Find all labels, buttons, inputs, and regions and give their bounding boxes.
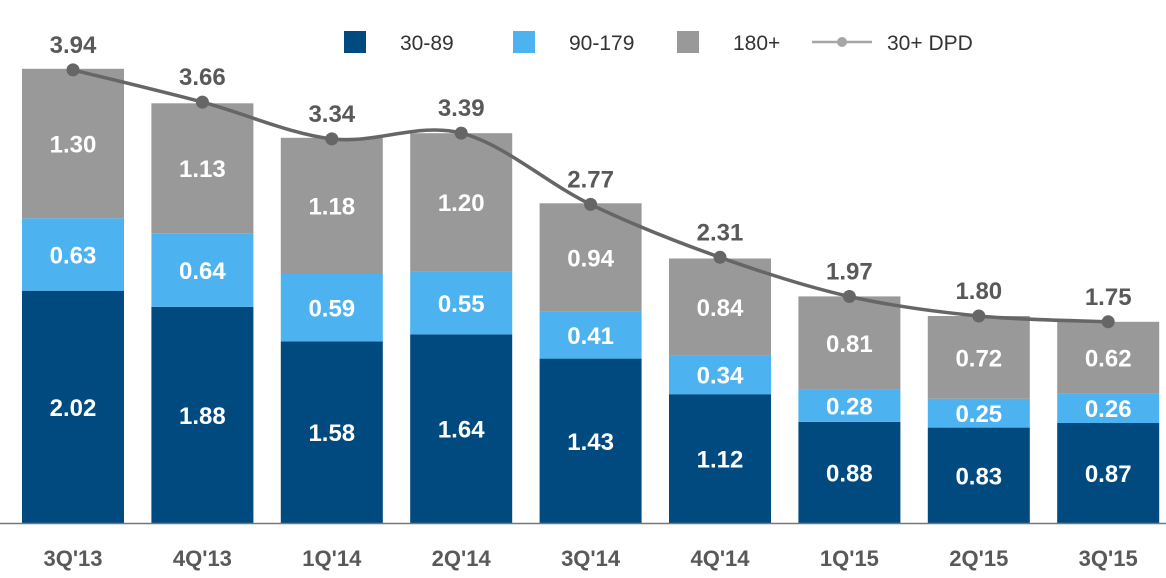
bar-180+-3Q'13 [22,68,124,219]
line-point-3Q'15 [1101,315,1115,329]
bar-value-label: 1.20 [438,190,485,217]
bar-180+-1Q'15 [798,296,901,390]
line-point-4Q'14 [713,250,727,264]
bar-30-89-2Q'14 [410,334,513,523]
bar-value-label: 1.64 [438,417,485,444]
bar-90-179-3Q'14 [539,311,642,359]
bar-30-89-3Q'13 [22,290,124,523]
bar-30-89-3Q'14 [539,358,642,523]
line-value-label: 3.66 [179,64,226,91]
bar-value-label: 0.83 [955,463,1002,490]
line-point-1Q'14 [325,132,339,146]
legend-label: 30+ DPD [887,32,973,55]
line-value-label: 1.75 [1085,284,1132,311]
bar-value-label: 0.62 [1085,345,1132,372]
line-point-1Q'15 [842,290,856,303]
bar-30-89-1Q'15 [798,421,901,523]
legend-swatch [344,31,366,53]
bar-value-label: 0.26 [1085,396,1132,423]
bar-value-label: 0.28 [826,394,873,421]
line-point-3Q'14 [584,197,598,211]
x-tick-label: 1Q'15 [820,546,879,571]
bar-90-179-4Q'13 [151,233,254,307]
x-axis: 3Q'13 4Q'13 1Q'14 2Q'14 3Q'14 4Q'14 1Q'15 2Q'15… [0,522,1166,571]
bar-90-179-3Q'15 [1057,393,1160,423]
line-value-label: 3.39 [438,95,485,122]
x-tick-label: 3Q'14 [561,546,621,571]
bar-180+-4Q'13 [151,103,254,234]
bar-value-label: 2.02 [50,395,97,422]
bar-180+-1Q'14 [280,137,383,274]
legend-swatch [513,31,535,53]
bar-value-label: 0.88 [826,460,873,487]
legend-item-90-179: 90-179 [513,31,634,55]
bar-30-89-4Q'14 [669,394,771,523]
bar-value-label: 0.72 [955,345,1002,372]
line-value-label: 3.34 [308,101,355,128]
bars-layer [22,68,1160,523]
line-value-label: 2.77 [567,166,614,193]
x-tick-label: 1Q'14 [302,546,362,571]
bar-value-label: 0.63 [50,243,97,270]
line-point-2Q'15 [972,309,986,323]
legend-swatch [677,31,699,53]
legend-label: 90-179 [569,32,634,55]
bar-180+-2Q'15 [927,316,1030,399]
bar-value-label: 1.58 [308,420,355,447]
bar-value-label: 1.43 [567,429,614,456]
bar-value-label: 1.18 [308,194,355,221]
bar-90-179-1Q'15 [798,389,901,422]
line-point-3Q'13 [66,63,80,77]
line-value-label: 1.97 [826,259,873,286]
bar-30-89-2Q'15 [927,427,1030,523]
bar-value-label: 0.59 [308,295,355,322]
x-tick-label: 2Q'14 [432,546,492,571]
legend-marker [837,37,847,47]
bar-30-89-3Q'15 [1057,422,1160,523]
bar-labels-layer: 2.02 0.63 1.30 1.88 0.64 1.13 1.58 0.59 1.18 1.64… [50,132,1132,491]
bar-180+-4Q'14 [669,258,771,356]
bar-90-179-1Q'14 [280,273,383,342]
legend-item-30+ DPD: 30+ DPD [812,32,973,55]
bar-value-label: 0.55 [438,291,485,318]
bar-value-label: 1.30 [50,132,97,159]
line-point-4Q'13 [195,95,209,109]
bar-value-label: 1.13 [179,156,226,183]
legend-label: 30-89 [400,32,454,55]
bar-value-label: 0.84 [697,295,744,322]
line-point-2Q'14 [454,126,468,140]
x-tick-label: 4Q'13 [173,546,232,571]
bar-30-89-1Q'14 [280,341,383,523]
line-value-label: 3.94 [50,32,97,59]
x-tick-label: 4Q'14 [690,546,750,571]
bar-180+-2Q'14 [410,133,513,272]
line-layer: 3.94 3.66 3.34 3.39 2.77 2.31 1.97 1.80 1.75 [50,32,1132,329]
bar-value-label: 0.94 [567,245,614,272]
bar-90-179-4Q'14 [669,355,771,395]
bar-90-179-2Q'15 [927,398,1030,428]
x-tick-label: 3Q'13 [43,546,102,571]
bar-value-label: 0.41 [567,323,614,350]
legend-label: 180+ [733,32,780,55]
bar-90-179-2Q'14 [410,271,513,335]
legend-item-30-89: 30-89 [344,31,454,55]
bar-value-label: 0.87 [1085,461,1132,488]
x-tick-label: 2Q'15 [949,546,1008,571]
line-value-label: 2.31 [697,219,744,246]
bar-value-label: 0.64 [179,258,226,285]
bar-value-label: 1.88 [179,403,226,430]
bar-90-179-3Q'13 [22,218,124,291]
bar-value-label: 0.81 [826,331,873,358]
bar-value-label: 0.34 [697,363,744,390]
x-tick-label: 3Q'15 [1079,546,1138,571]
legend-item-180+: 180+ [677,31,780,55]
line-value-label: 1.80 [955,278,1002,305]
bar-value-label: 1.12 [697,447,744,474]
bar-30-89-4Q'13 [151,306,254,523]
bar-180+-3Q'15 [1057,321,1160,394]
legend: 30-89 90-179 180+ 30+ DPD [344,31,973,55]
bar-value-label: 0.25 [955,401,1002,428]
